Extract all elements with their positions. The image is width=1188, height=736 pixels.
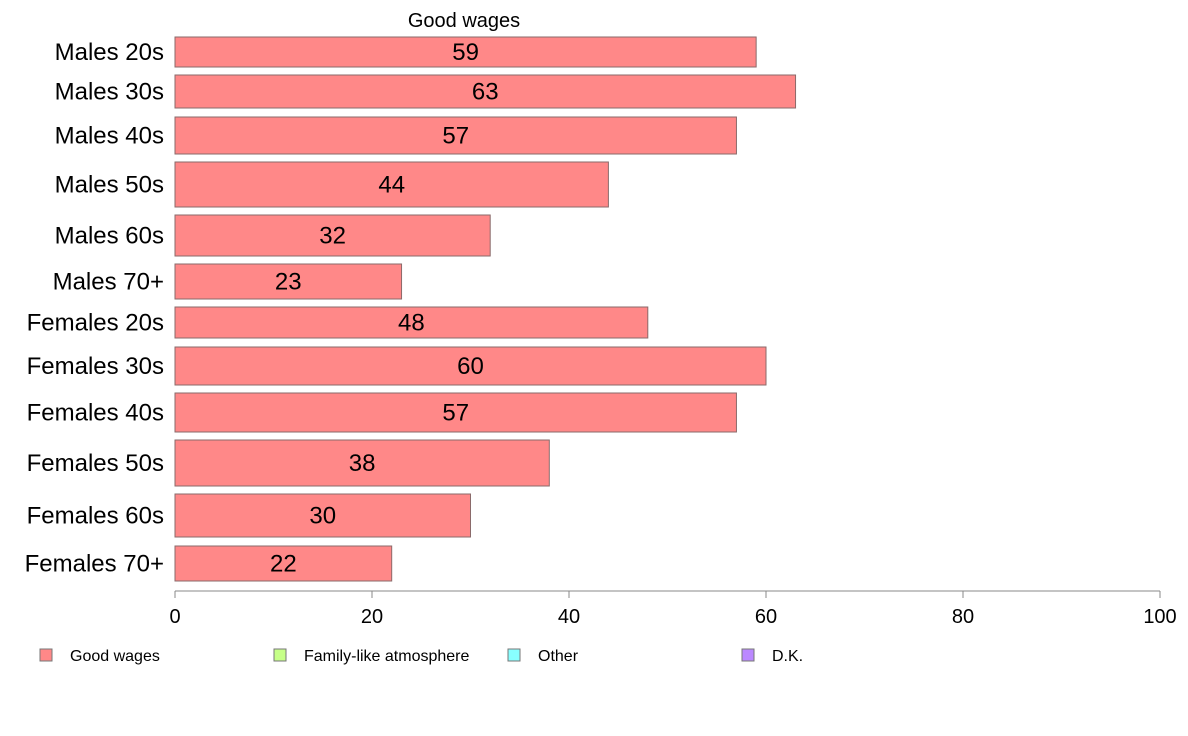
bar: [174, 439, 550, 487]
legend-swatch: [741, 648, 755, 662]
bar-value-label: 63: [472, 79, 499, 106]
bar-value-label: 57: [442, 123, 469, 150]
chart-title: Good wages: [408, 10, 520, 32]
bar-value-label: 48: [398, 310, 425, 337]
bar-value-label: 44: [378, 172, 405, 199]
x-tick-label: 40: [558, 606, 580, 628]
bar-value-label: 59: [452, 39, 479, 66]
x-axis: 0 20 40 60 80 100: [169, 590, 1177, 628]
bar: [174, 493, 471, 538]
legend-swatch: [507, 648, 521, 662]
legend-swatch: [39, 648, 53, 662]
x-tick-label: 80: [952, 606, 974, 628]
bar: [174, 306, 649, 339]
category-label: Males 60s: [55, 223, 164, 250]
bar-value-label: 60: [457, 353, 484, 380]
legend-swatch: [273, 648, 287, 662]
category-label: Females 40s: [27, 400, 164, 427]
bar-value-label: 22: [270, 551, 297, 578]
bar: [174, 74, 797, 109]
x-tick-label: 0: [169, 606, 180, 628]
bar: [174, 116, 737, 155]
legend-label: Other: [538, 648, 579, 665]
bar: [174, 263, 403, 300]
category-label: Males 50s: [55, 172, 164, 199]
bar-value-label: 32: [319, 223, 346, 250]
bar: [174, 346, 767, 386]
category-label: Males 20s: [55, 39, 164, 66]
category-label: Females 30s: [27, 353, 164, 380]
category-label: Females 50s: [27, 450, 164, 477]
legend-label: Family-like atmosphere: [304, 648, 469, 665]
legend-label: Good wages: [70, 648, 160, 665]
bar: [174, 392, 737, 433]
bar: [174, 214, 491, 257]
category-label: Females 60s: [27, 503, 164, 530]
x-tick-label: 60: [755, 606, 777, 628]
bar: [174, 36, 757, 68]
category-label: Females 20s: [27, 310, 164, 337]
legend-label: D.K.: [772, 648, 803, 665]
x-tick-label: 20: [361, 606, 383, 628]
category-label: Males 40s: [55, 123, 164, 150]
x-tick-label: 100: [1143, 606, 1176, 628]
category-label: Females 70+: [25, 551, 164, 578]
bar-value-label: 30: [309, 503, 336, 530]
bar: [174, 545, 393, 582]
bars-group: 59 Males 20s 63 Males 30s 57 Males 40s 44 Males…: [25, 36, 797, 582]
legend: Good wages Family-like atmosphere Other D.K…: [39, 648, 803, 665]
bar-value-label: 23: [275, 269, 302, 296]
bar-value-label: 38: [349, 450, 376, 477]
category-label: Males 30s: [55, 79, 164, 106]
bar: [174, 161, 609, 208]
category-label: Males 70+: [53, 269, 164, 296]
bar-value-label: 57: [442, 400, 469, 427]
